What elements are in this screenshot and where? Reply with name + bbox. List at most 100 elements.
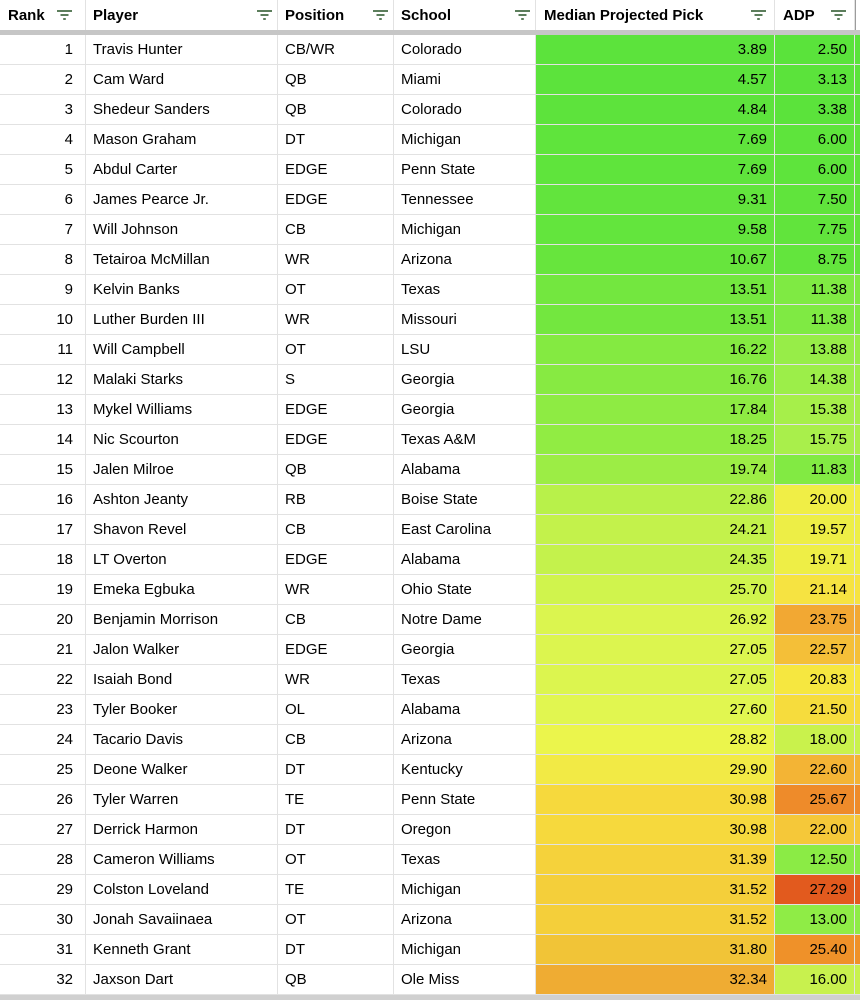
cell-position[interactable]: EDGE (278, 425, 394, 455)
cell-median[interactable]: 4.84 (536, 95, 775, 125)
cell-rank[interactable]: 30 (0, 905, 86, 935)
cell-median[interactable]: 18.25 (536, 425, 775, 455)
cell-adp[interactable]: 25.67 (775, 785, 855, 815)
cell-player[interactable]: Isaiah Bond (86, 665, 278, 695)
filter-icon-school[interactable] (514, 8, 531, 22)
cell-rank[interactable]: 10 (0, 305, 86, 335)
cell-school[interactable]: Colorado (394, 35, 536, 65)
cell-school[interactable]: Texas (394, 665, 536, 695)
cell-adp[interactable]: 19.71 (775, 545, 855, 575)
cell-school[interactable]: Colorado (394, 95, 536, 125)
column-header-player[interactable]: Player (86, 0, 278, 30)
cell-school[interactable]: Alabama (394, 455, 536, 485)
cell-school[interactable]: Michigan (394, 215, 536, 245)
cell-position[interactable]: WR (278, 575, 394, 605)
cell-rank[interactable]: 32 (0, 965, 86, 995)
cell-adp[interactable]: 11.83 (775, 455, 855, 485)
cell-rank[interactable]: 15 (0, 455, 86, 485)
cell-median[interactable]: 31.80 (536, 935, 775, 965)
cell-position[interactable]: QB (278, 455, 394, 485)
cell-median[interactable]: 9.58 (536, 215, 775, 245)
cell-adp[interactable]: 16.00 (775, 965, 855, 995)
cell-median[interactable]: 27.05 (536, 665, 775, 695)
cell-rank[interactable]: 18 (0, 545, 86, 575)
cell-player[interactable]: Mason Graham (86, 125, 278, 155)
cell-school[interactable]: Arizona (394, 725, 536, 755)
cell-rank[interactable]: 14 (0, 425, 86, 455)
cell-position[interactable]: EDGE (278, 185, 394, 215)
cell-rank[interactable]: 2 (0, 65, 86, 95)
cell-position[interactable]: RB (278, 485, 394, 515)
cell-median[interactable]: 10.67 (536, 245, 775, 275)
cell-player[interactable]: Luther Burden III (86, 305, 278, 335)
cell-school[interactable]: East Carolina (394, 515, 536, 545)
cell-median[interactable]: 13.51 (536, 305, 775, 335)
cell-player[interactable]: Tacario Davis (86, 725, 278, 755)
cell-adp[interactable]: 13.00 (775, 905, 855, 935)
cell-adp[interactable]: 3.13 (775, 65, 855, 95)
cell-rank[interactable]: 19 (0, 575, 86, 605)
cell-school[interactable]: Georgia (394, 365, 536, 395)
cell-school[interactable]: Texas A&M (394, 425, 536, 455)
cell-player[interactable]: Kenneth Grant (86, 935, 278, 965)
cell-median[interactable]: 24.35 (536, 545, 775, 575)
cell-position[interactable]: OT (278, 335, 394, 365)
cell-player[interactable]: Mykel Williams (86, 395, 278, 425)
cell-median[interactable]: 24.21 (536, 515, 775, 545)
filter-icon-player[interactable] (256, 8, 273, 22)
cell-player[interactable]: Shavon Revel (86, 515, 278, 545)
cell-player[interactable]: Derrick Harmon (86, 815, 278, 845)
cell-position[interactable]: QB (278, 95, 394, 125)
cell-position[interactable]: OL (278, 695, 394, 725)
cell-rank[interactable]: 27 (0, 815, 86, 845)
cell-adp[interactable]: 6.00 (775, 155, 855, 185)
cell-position[interactable]: OT (278, 845, 394, 875)
cell-player[interactable]: Benjamin Morrison (86, 605, 278, 635)
cell-player[interactable]: LT Overton (86, 545, 278, 575)
cell-median[interactable]: 31.39 (536, 845, 775, 875)
cell-adp[interactable]: 7.75 (775, 215, 855, 245)
cell-median[interactable]: 13.51 (536, 275, 775, 305)
column-header-adp[interactable]: ADP (775, 0, 855, 30)
cell-median[interactable]: 16.22 (536, 335, 775, 365)
cell-position[interactable]: CB (278, 725, 394, 755)
cell-school[interactable]: Penn State (394, 155, 536, 185)
cell-school[interactable]: Kentucky (394, 755, 536, 785)
cell-position[interactable]: CB (278, 215, 394, 245)
cell-rank[interactable]: 8 (0, 245, 86, 275)
cell-rank[interactable]: 1 (0, 35, 86, 65)
cell-player[interactable]: Cameron Williams (86, 845, 278, 875)
cell-school[interactable]: Miami (394, 65, 536, 95)
cell-median[interactable]: 26.92 (536, 605, 775, 635)
cell-rank[interactable]: 9 (0, 275, 86, 305)
cell-rank[interactable]: 11 (0, 335, 86, 365)
cell-rank[interactable]: 6 (0, 185, 86, 215)
cell-position[interactable]: EDGE (278, 395, 394, 425)
cell-player[interactable]: Jalon Walker (86, 635, 278, 665)
cell-adp[interactable]: 22.57 (775, 635, 855, 665)
cell-position[interactable]: DT (278, 125, 394, 155)
cell-school[interactable]: Tennessee (394, 185, 536, 215)
cell-median[interactable]: 9.31 (536, 185, 775, 215)
cell-rank[interactable]: 31 (0, 935, 86, 965)
cell-median[interactable]: 19.74 (536, 455, 775, 485)
column-header-median[interactable]: Median Projected Pick (536, 0, 775, 30)
cell-rank[interactable]: 29 (0, 875, 86, 905)
cell-rank[interactable]: 25 (0, 755, 86, 785)
cell-player[interactable]: Cam Ward (86, 65, 278, 95)
cell-adp[interactable]: 11.38 (775, 305, 855, 335)
cell-rank[interactable]: 3 (0, 95, 86, 125)
cell-rank[interactable]: 26 (0, 785, 86, 815)
cell-school[interactable]: Georgia (394, 395, 536, 425)
cell-player[interactable]: Deone Walker (86, 755, 278, 785)
cell-school[interactable]: Alabama (394, 545, 536, 575)
cell-player[interactable]: Kelvin Banks (86, 275, 278, 305)
cell-rank[interactable]: 20 (0, 605, 86, 635)
cell-school[interactable]: Alabama (394, 695, 536, 725)
column-header-position[interactable]: Position (278, 0, 394, 30)
cell-position[interactable]: DT (278, 755, 394, 785)
cell-player[interactable]: Travis Hunter (86, 35, 278, 65)
cell-rank[interactable]: 13 (0, 395, 86, 425)
cell-school[interactable]: Boise State (394, 485, 536, 515)
cell-school[interactable]: Arizona (394, 905, 536, 935)
